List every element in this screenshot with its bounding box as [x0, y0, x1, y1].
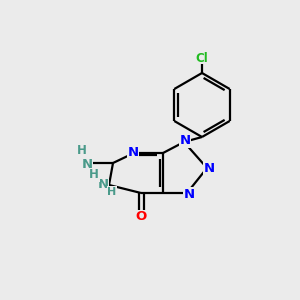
Text: N: N [128, 146, 139, 158]
Text: O: O [135, 211, 147, 224]
Text: H: H [89, 169, 99, 182]
Text: N: N [98, 178, 109, 190]
Text: N: N [203, 161, 214, 175]
Text: Cl: Cl [196, 52, 208, 64]
Text: N: N [183, 188, 195, 200]
Text: H: H [77, 145, 87, 158]
Text: N: N [81, 158, 93, 170]
Text: N: N [179, 134, 191, 148]
Text: H: H [107, 187, 117, 197]
